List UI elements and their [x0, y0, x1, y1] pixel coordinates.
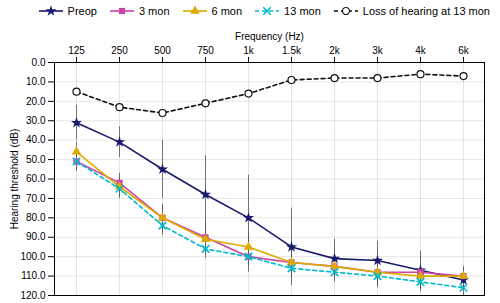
svg-text:3k: 3k [372, 45, 384, 56]
svg-text:1.5k: 1.5k [282, 45, 302, 56]
svg-text:2k: 2k [329, 45, 341, 56]
svg-text:120.0: 120.0 [20, 290, 45, 301]
svg-text:100.0: 100.0 [20, 251, 45, 262]
svg-text:500: 500 [154, 45, 171, 56]
svg-text:90.0: 90.0 [26, 231, 46, 242]
svg-text:125: 125 [68, 45, 85, 56]
svg-text:0.0: 0.0 [32, 57, 46, 68]
svg-text:40.0: 40.0 [26, 134, 46, 145]
html-text:Loss of hearing at 13 mon: Loss of hearing at 13 mon [362, 5, 490, 17]
svg-text:50.0: 50.0 [26, 154, 46, 165]
svg-text:80.0: 80.0 [26, 212, 46, 223]
svg-text:250: 250 [111, 45, 128, 56]
html-text:Preop: Preop [67, 5, 97, 17]
svg-text:110.0: 110.0 [21, 270, 46, 281]
svg-text:Hearing threshold (dB): Hearing threshold (dB) [9, 129, 20, 230]
svg-text:30.0: 30.0 [26, 115, 46, 126]
svg-text:6k: 6k [458, 45, 470, 56]
svg-text:60.0: 60.0 [26, 173, 46, 184]
html-text:13 mon: 13 mon [284, 5, 321, 17]
svg-text:750: 750 [197, 45, 214, 56]
html-text:6 mon: 6 mon [211, 5, 243, 17]
svg-text:10.0: 10.0 [26, 76, 46, 87]
svg-text:Frequency (Hz): Frequency (Hz) [235, 31, 304, 42]
html-text:3 mon: 3 mon [138, 5, 170, 17]
svg-text:70.0: 70.0 [26, 193, 46, 204]
svg-text:20.0: 20.0 [26, 96, 46, 107]
svg-text:1k: 1k [243, 45, 255, 56]
svg-text:4k: 4k [415, 45, 427, 56]
